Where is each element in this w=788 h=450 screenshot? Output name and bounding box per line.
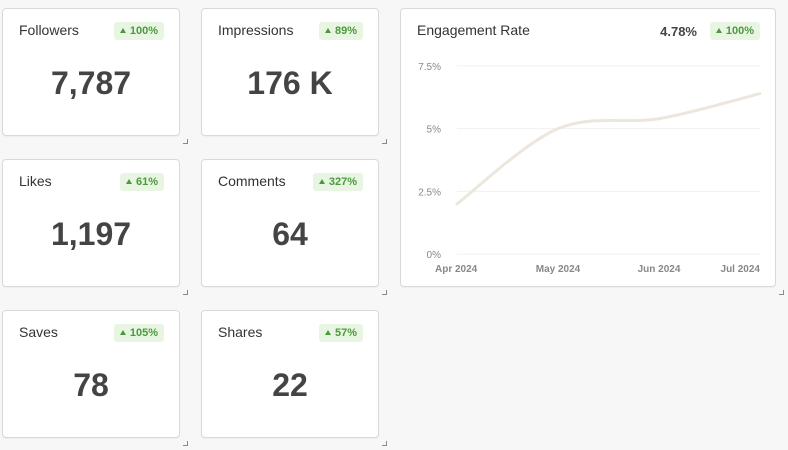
card-title: Comments (218, 173, 286, 189)
y-tick-label: 0% (427, 250, 442, 261)
engagement-series-line (455, 92, 762, 206)
resize-handle[interactable] (779, 290, 784, 295)
metric-value: 1,197 (50, 216, 132, 252)
arrow-up-icon (119, 330, 126, 335)
metric-card-saves[interactable]: Saves 105% 78 (2, 310, 180, 438)
metric-card-shares[interactable]: Shares 57% 22 (201, 310, 379, 438)
x-tick-label: Jul 2024 (721, 264, 761, 275)
change-value: 105% (129, 327, 158, 339)
card-title: Saves (19, 324, 58, 340)
arrow-up-icon (119, 28, 126, 33)
change-value: 57% (334, 327, 357, 339)
change-badge: 57% (318, 324, 363, 342)
resize-handle[interactable] (382, 139, 387, 144)
arrow-up-icon (318, 179, 325, 184)
y-tick-label: 2.5% (418, 187, 441, 198)
y-tick-label: 5% (427, 125, 442, 136)
x-tick-label: Jun 2024 (638, 264, 681, 275)
resize-handle[interactable] (382, 441, 387, 446)
metric-value: 78 (73, 367, 109, 403)
x-tick-label: Apr 2024 (435, 264, 478, 275)
change-value: 61% (135, 176, 158, 188)
change-value: 100% (129, 25, 158, 37)
metric-value: 22 (272, 367, 308, 403)
change-badge: 105% (113, 324, 164, 342)
change-badge: 89% (318, 22, 363, 40)
resize-handle[interactable] (382, 290, 387, 295)
chart-title: Engagement Rate (417, 22, 530, 38)
change-value: 89% (334, 25, 357, 37)
metric-value: 64 (272, 216, 308, 252)
resize-handle[interactable] (183, 441, 188, 446)
change-badge: 327% (312, 173, 363, 191)
metric-card-followers[interactable]: Followers 100% 7,787 (2, 8, 180, 136)
change-value: 327% (328, 176, 357, 188)
change-badge: 100% (113, 22, 164, 40)
metric-card-likes[interactable]: Likes 61% 1,197 (2, 159, 180, 287)
arrow-up-icon (324, 330, 331, 335)
engagement-rate-card[interactable]: Engagement Rate 4.78% 100% 0% 2.5% 5% 7.5% A… (400, 8, 776, 287)
change-value: 100% (725, 25, 754, 37)
metric-card-comments[interactable]: Comments 327% 64 (201, 159, 379, 287)
engagement-value: 4.78% (660, 24, 697, 39)
arrow-up-icon (125, 179, 132, 184)
card-title: Impressions (218, 22, 294, 38)
arrow-up-icon (324, 28, 331, 33)
change-badge: 61% (119, 173, 164, 191)
resize-handle[interactable] (183, 290, 188, 295)
metric-card-impressions[interactable]: Impressions 89% 176 K (201, 8, 379, 136)
y-tick-label: 7.5% (418, 62, 441, 73)
x-tick-label: May 2024 (536, 264, 581, 275)
engagement-line-chart: 0% 2.5% 5% 7.5% Apr 2024 May 2024 Jun 2024 Jul … (418, 62, 762, 275)
metric-value: 176 K (247, 65, 333, 101)
arrow-up-icon (715, 28, 722, 33)
card-title: Shares (218, 324, 263, 340)
card-title: Followers (19, 22, 79, 38)
resize-handle[interactable] (183, 139, 188, 144)
change-badge: 100% (709, 22, 760, 40)
metric-value: 7,787 (50, 65, 132, 101)
card-title: Likes (19, 173, 52, 189)
